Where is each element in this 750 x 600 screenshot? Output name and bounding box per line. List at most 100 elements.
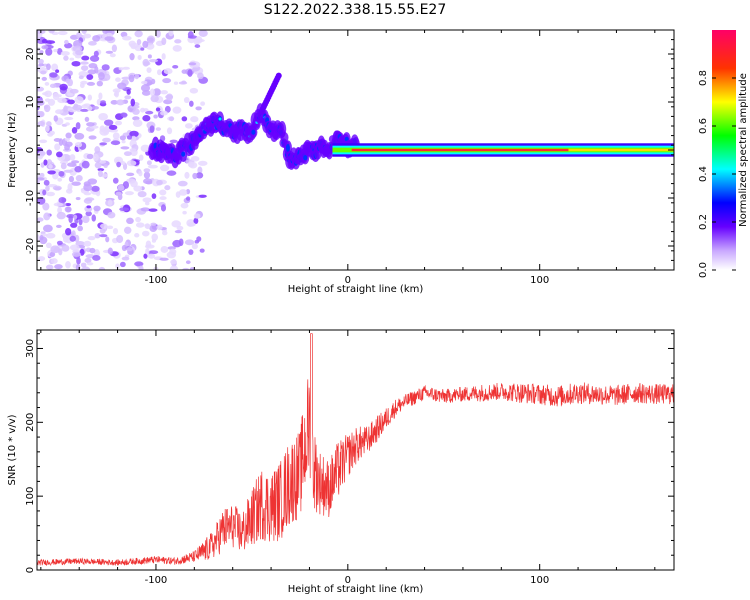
noise-blob xyxy=(56,211,66,220)
noise-blob xyxy=(40,70,47,75)
noise-blob xyxy=(89,55,100,62)
noise-blob xyxy=(172,45,182,52)
noise-blob xyxy=(189,100,194,107)
noise-blob xyxy=(87,69,97,75)
noise-blob xyxy=(183,96,190,104)
colorbar: 0.0 0.2 0.4 0.6 0.8 Normalized spectral ampl… xyxy=(698,30,749,278)
noise-blob xyxy=(156,179,163,186)
x-tick-label: 100 xyxy=(530,575,549,586)
noise-blob xyxy=(199,248,205,253)
noise-blob xyxy=(43,212,51,221)
noise-blob xyxy=(137,55,142,61)
noise-blob xyxy=(49,130,55,136)
noise-blob xyxy=(92,35,101,42)
noise-blob xyxy=(84,197,95,202)
noise-blob xyxy=(75,196,81,201)
noise-blob xyxy=(80,108,89,112)
noise-blob xyxy=(119,135,126,141)
noise-blob xyxy=(96,80,104,87)
noise-blob xyxy=(149,88,156,97)
noise-blob xyxy=(37,234,40,241)
noise-blob xyxy=(74,54,82,59)
noise-blob xyxy=(121,256,130,261)
noise-blob xyxy=(75,174,83,182)
noise-blob xyxy=(86,262,94,266)
noise-blob xyxy=(60,162,67,170)
noise-blob xyxy=(101,64,110,71)
noise-blob xyxy=(130,180,138,188)
x-tick-label: 0 xyxy=(345,575,351,586)
noise-blob xyxy=(92,255,101,261)
noise-blob xyxy=(134,30,143,38)
noise-blob xyxy=(94,162,102,169)
noise-blob xyxy=(69,235,76,242)
noise-blob xyxy=(52,172,59,180)
noise-blob xyxy=(193,217,199,224)
snr-frame xyxy=(36,329,675,571)
noise-blob xyxy=(182,210,187,215)
noise-blob xyxy=(190,116,199,123)
noise-blob xyxy=(197,166,203,175)
noise-blob xyxy=(163,68,173,75)
noise-blob xyxy=(185,260,191,265)
noise-blob xyxy=(60,51,70,56)
noise-blob xyxy=(135,222,145,228)
noise-blob xyxy=(122,181,130,189)
noise-blob xyxy=(98,266,106,270)
noise-blob xyxy=(151,193,157,200)
noise-blob xyxy=(178,81,188,85)
ridge-core xyxy=(303,155,308,161)
noise-blob xyxy=(118,67,124,71)
noise-blob xyxy=(141,80,148,85)
noise-blob xyxy=(55,109,64,115)
noise-blob xyxy=(46,63,51,71)
noise-blob xyxy=(56,224,62,228)
noise-blob xyxy=(91,105,99,110)
noise-blob xyxy=(43,179,50,186)
noise-blob xyxy=(164,185,171,191)
noise-blob xyxy=(37,256,46,262)
ridge-peak xyxy=(218,117,222,121)
noise-blob xyxy=(168,116,175,122)
noise-blob xyxy=(194,44,201,48)
band-core-tail xyxy=(568,148,674,152)
noise-blob xyxy=(169,265,179,270)
noise-blob xyxy=(159,189,167,196)
noise-blob xyxy=(198,194,207,198)
noise-blob xyxy=(116,161,122,168)
noise-blob xyxy=(84,257,92,264)
noise-blob xyxy=(58,248,63,256)
noise-blob xyxy=(114,120,123,126)
noise-blob xyxy=(177,180,188,187)
noise-blob xyxy=(184,239,195,246)
noise-blob xyxy=(64,39,69,45)
noise-blob xyxy=(200,101,206,106)
noise-blob xyxy=(122,35,132,41)
colorbar-label: Normalized spectral amplitude xyxy=(738,73,749,227)
noise-blob xyxy=(97,170,103,178)
noise-blob xyxy=(38,150,46,156)
noise-blob xyxy=(143,178,153,185)
noise-blob xyxy=(65,227,72,236)
noise-blob xyxy=(83,240,92,247)
noise-blob xyxy=(152,88,161,96)
noise-blob xyxy=(161,37,167,46)
noise-blob xyxy=(41,38,48,44)
colorbar-tick-label: 0.0 xyxy=(698,262,709,278)
noise-blob xyxy=(129,53,135,61)
noise-blob xyxy=(171,220,182,228)
noise-blob xyxy=(131,135,137,141)
noise-blob xyxy=(115,263,120,269)
noise-blob xyxy=(59,83,68,91)
noise-blob xyxy=(109,53,116,58)
colorbar-tick-label: 0.2 xyxy=(698,214,709,230)
y-tick-label: 20 xyxy=(25,48,36,61)
noise-blob xyxy=(87,94,93,101)
noise-blob xyxy=(155,127,162,131)
noise-blob xyxy=(64,138,70,142)
noise-blob xyxy=(155,30,161,38)
noise-blob xyxy=(42,224,53,233)
noise-blob xyxy=(159,196,167,201)
noise-blob xyxy=(57,30,68,36)
noise-blob xyxy=(94,146,101,154)
